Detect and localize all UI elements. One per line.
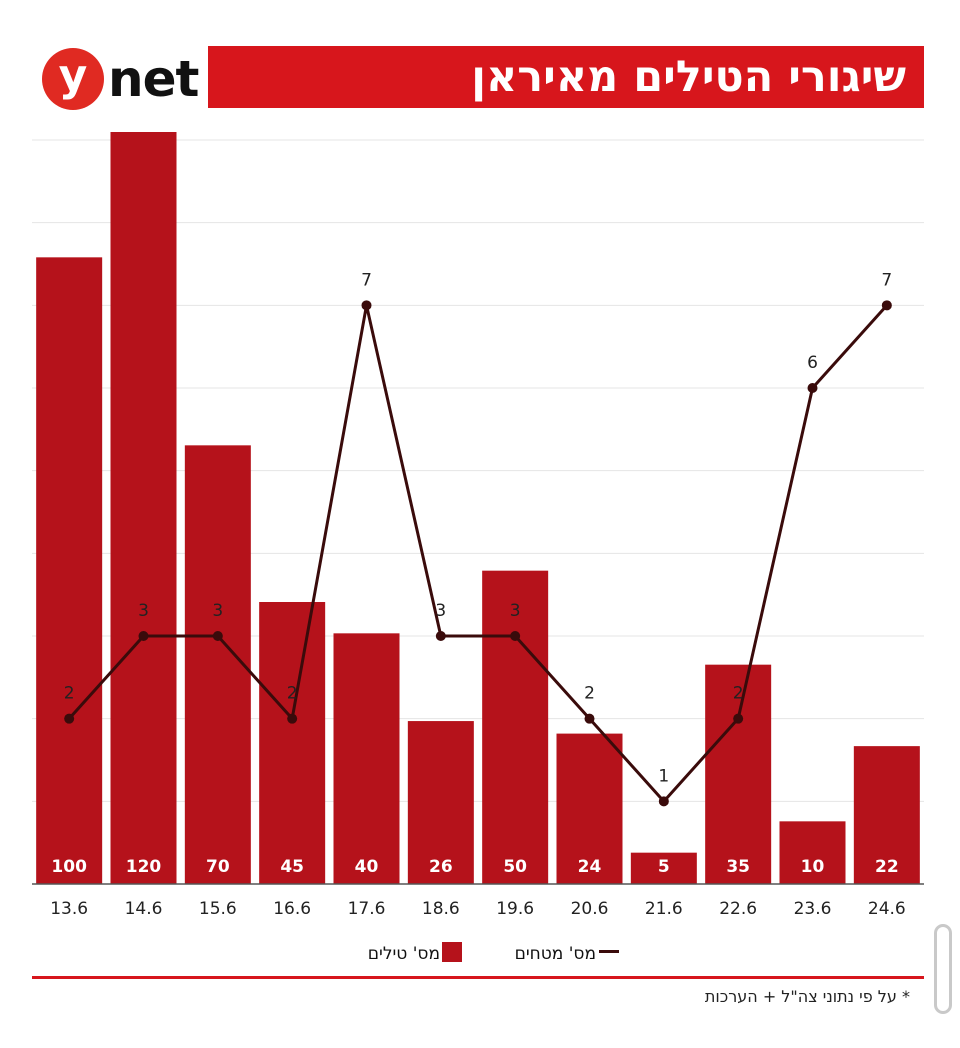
legend-line-swatch — [599, 950, 619, 953]
x-tick-label: 24.6 — [868, 899, 906, 919]
x-tick-label: 23.6 — [794, 899, 832, 919]
bar-value-label: 22 — [875, 857, 899, 877]
bar-value-label: 40 — [355, 857, 379, 877]
bar-value-label: 35 — [726, 857, 750, 877]
bar — [630, 852, 697, 884]
bar-value-label: 70 — [206, 857, 230, 877]
x-tick-label: 13.6 — [50, 899, 88, 919]
bar — [705, 664, 772, 884]
line-value-label: 7 — [361, 270, 372, 290]
line-point — [733, 713, 744, 724]
x-tick-label: 15.6 — [199, 899, 237, 919]
line-value-label: 3 — [510, 601, 521, 621]
line-point — [64, 713, 75, 724]
x-tick-label: 19.6 — [496, 899, 534, 919]
bar — [184, 445, 251, 884]
footer-divider — [32, 976, 924, 979]
line-point — [807, 383, 818, 393]
bar — [407, 721, 474, 884]
legend-item-bars: מס' טילים — [352, 940, 440, 968]
legend: מס' טילים מס' מטחים — [0, 930, 960, 980]
bar — [110, 132, 177, 884]
line-point — [881, 300, 892, 311]
ynet-logo: y net — [42, 46, 199, 112]
line-point — [212, 631, 223, 641]
bar-value-label: 24 — [578, 857, 602, 877]
line-point — [435, 631, 446, 641]
line-value-label: 2 — [64, 684, 75, 704]
line-value-label: 2 — [733, 684, 744, 704]
bar — [556, 733, 623, 884]
bar — [36, 257, 103, 884]
title-banner: שיגורי הטילים מאיראן — [208, 46, 924, 108]
line-value-label: 6 — [807, 353, 818, 373]
bar-value-label: 50 — [503, 857, 527, 877]
bar — [482, 570, 549, 884]
line-path — [68, 303, 888, 803]
x-tick-label: 14.6 — [125, 899, 163, 919]
line-value-label: 2 — [287, 684, 298, 704]
footnote: * על פי נתוני צה"ל + הערכות — [704, 987, 910, 1006]
scroll-handle[interactable] — [934, 924, 952, 1014]
x-tick-label: 20.6 — [571, 899, 609, 919]
line-value-label: 7 — [881, 270, 892, 290]
bar-value-label: 10 — [801, 857, 825, 877]
x-tick-label: 17.6 — [348, 899, 386, 919]
line-value-label: 3 — [138, 601, 149, 621]
bar — [853, 746, 920, 884]
line-point — [138, 631, 149, 641]
x-tick-label: 16.6 — [273, 899, 311, 919]
x-tick-label: 22.6 — [719, 899, 757, 919]
bar-value-labels: 100 120 70 45 40 26 50 24 5 35 10 22 — [51, 857, 898, 877]
legend-bars-swatch — [442, 942, 462, 962]
line-point — [658, 796, 669, 807]
legend-bars-label: מס' טילים — [367, 944, 440, 964]
legend-line-label: מס' מטחים — [514, 944, 596, 964]
bar-value-label: 120 — [126, 857, 162, 877]
line-value-labels: 2 3 3 2 7 3 3 2 1 2 6 7 — [64, 270, 892, 786]
legend-item-line: מס' מטחים — [498, 940, 596, 968]
chart-title: שיגורי הטילים מאיראן — [471, 52, 906, 102]
line-value-label: 2 — [584, 684, 595, 704]
line-point — [287, 713, 298, 724]
line-point — [510, 631, 521, 641]
line-point — [584, 713, 595, 724]
line-point — [361, 300, 372, 311]
bar — [779, 821, 846, 884]
chart-canvas: 100 120 70 45 40 26 50 24 5 35 10 22 13.6 14.6 15.6 16… — [32, 132, 924, 919]
bar-value-label: 45 — [280, 857, 304, 877]
line-series — [64, 300, 892, 807]
bar-series — [36, 132, 920, 884]
line-value-label: 1 — [658, 766, 669, 786]
x-tick-label: 18.6 — [422, 899, 460, 919]
logo-circle: y — [42, 48, 104, 110]
x-axis: 13.6 14.6 15.6 16.6 17.6 18.6 19.6 20.6 21.6 22.6… — [32, 883, 924, 919]
line-value-label: 3 — [212, 601, 223, 621]
x-tick-label: 21.6 — [645, 899, 683, 919]
logo-text: net — [108, 50, 199, 108]
bar-value-label: 5 — [658, 857, 670, 877]
bar-value-label: 100 — [51, 857, 87, 877]
line-value-label: 3 — [435, 601, 446, 621]
bar-value-label: 26 — [429, 857, 453, 877]
bar — [259, 602, 326, 884]
bar — [333, 633, 400, 884]
